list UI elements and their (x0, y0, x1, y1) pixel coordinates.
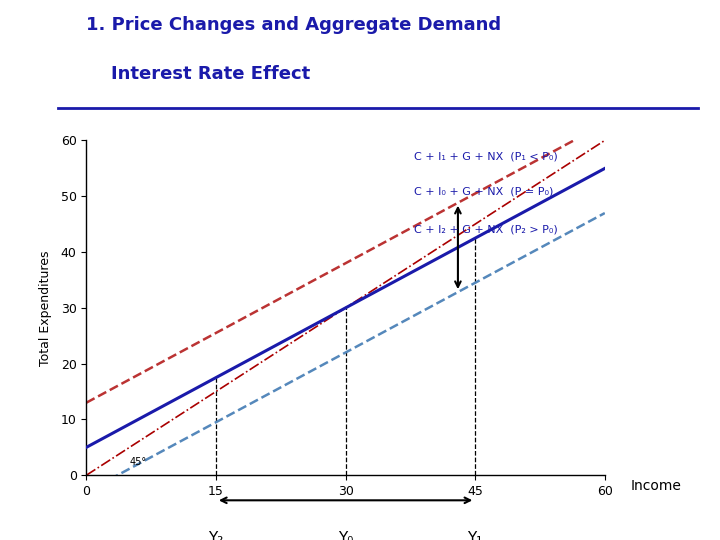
Text: 45°: 45° (130, 457, 147, 467)
Text: Income: Income (631, 480, 682, 494)
Text: Y₂: Y₂ (208, 531, 224, 540)
Y-axis label: Total Expenditures: Total Expenditures (40, 250, 53, 366)
Text: 1. Price Changes and Aggregate Demand: 1. Price Changes and Aggregate Demand (86, 16, 502, 34)
Text: C + I₁ + G + NX  (P₁ < P₀): C + I₁ + G + NX (P₁ < P₀) (414, 152, 558, 161)
Text: C + I₂ + G + NX  (P₂ > P₀): C + I₂ + G + NX (P₂ > P₀) (414, 225, 558, 234)
Text: Y₁: Y₁ (467, 531, 483, 540)
Text: C + I₀ + G + NX  (P = P₀): C + I₀ + G + NX (P = P₀) (414, 187, 554, 197)
Text: Interest Rate Effect: Interest Rate Effect (86, 65, 310, 83)
Text: Y₀: Y₀ (338, 531, 354, 540)
